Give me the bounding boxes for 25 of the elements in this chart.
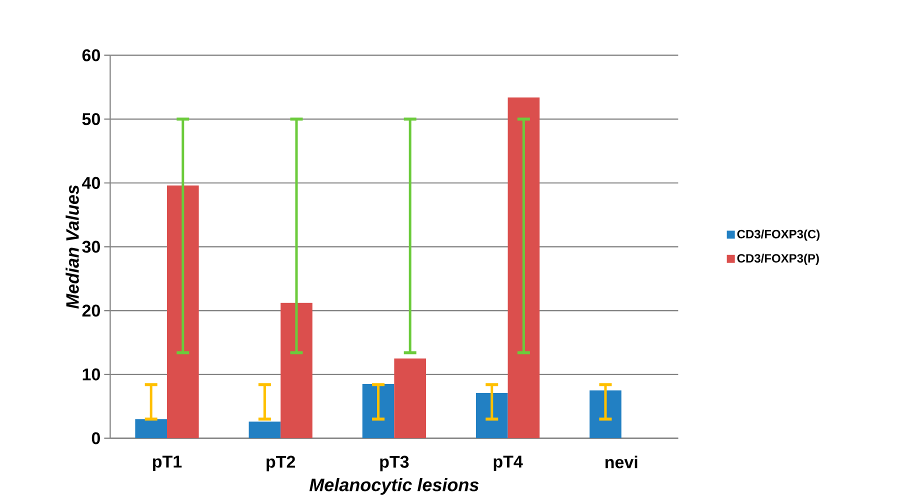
y-tick-label: 50 [82,113,100,126]
x-axis-title: Melanocytic lesions [309,478,479,495]
y-tick-label: 40 [82,176,100,189]
bar [248,422,281,438]
y-axis-title: Median Values [66,185,79,309]
bar [280,302,312,438]
y-tick-label: 10 [82,368,100,380]
x-tick-label: pT2 [266,456,296,472]
bar [590,390,622,438]
bar [476,392,508,438]
bar [394,358,426,438]
y-tick-label: 20 [82,304,100,317]
bar [167,185,199,438]
x-tick-label: nevi [605,456,638,468]
x-tick-label: pT1 [153,456,182,472]
y-tick-label: 60 [82,49,100,62]
bar [135,419,167,438]
bar [362,384,394,438]
y-tick-label: 30 [82,240,100,253]
x-tick-label: pT3 [380,456,409,472]
y-tick-label: 0 [92,432,100,444]
legend-label: CD3/FOXP3(C) [737,230,820,241]
legend-label: CD3/FOXP3(P) [737,254,819,265]
x-tick-label: pT4 [494,456,523,472]
bar [508,97,540,438]
